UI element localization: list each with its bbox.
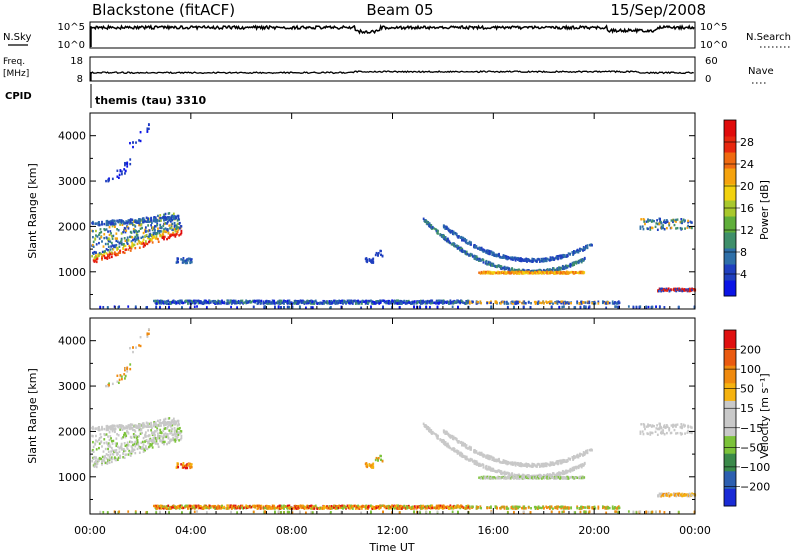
colorbar-tick-label: 16 (740, 202, 754, 215)
freq-tick-bottom: 8 (77, 74, 83, 85)
colorbar-segment (724, 264, 736, 281)
x-tick-label: 16:00 (477, 524, 509, 537)
x-tick-label: 00:00 (74, 524, 106, 537)
freq-label-line2: [MHz] (3, 69, 29, 79)
colorbar-segment (724, 348, 736, 366)
nsky-tick-bottom: 10^0 (58, 40, 85, 51)
freq-tick-top: 18 (70, 56, 83, 67)
colorbar-segment (724, 168, 736, 185)
time-x-axis: 00:00 04:00 08:00 12:00 16:00 20:00 00:00 (74, 113, 711, 537)
colorbar-segment (724, 152, 736, 169)
x-tick-label: 20:00 (578, 524, 610, 537)
colorbar-tick-label: 50 (740, 383, 754, 396)
nave-tick-top: 60 (705, 56, 718, 67)
velocity-y-axis: 4000 3000 2000 1000 (58, 318, 695, 499)
colorbar-tick-label: 20 (740, 180, 754, 193)
y-tick-label: 2000 (58, 425, 86, 438)
colorbar-segment (724, 418, 736, 436)
colorbar-segment (724, 400, 736, 418)
colorbar-tick-label: 15 (740, 402, 754, 415)
power-y-label: Slant Range [km] (26, 163, 39, 259)
colorbar-tick-label: 24 (740, 158, 754, 171)
station-title: Blackstone (fitACF) (92, 1, 235, 19)
colorbar-segment (724, 232, 736, 249)
freq-panel-frame (90, 57, 695, 81)
nsky-tick-top: 10^5 (58, 22, 85, 33)
nave-tick-bottom: 0 (705, 74, 711, 85)
x-tick-label: 04:00 (175, 524, 207, 537)
y-tick-label: 3000 (58, 175, 86, 188)
freq-label-line1: Freq. (3, 57, 25, 67)
x-tick-label: 08:00 (276, 524, 308, 537)
colorbar-segment (724, 120, 736, 137)
velocity-colorbar-label: Velocity [m s⁻¹] (758, 373, 771, 458)
date-title: 15/Sep/2008 (610, 1, 706, 19)
nsearch-tick-bottom: 10^0 (700, 40, 727, 51)
cpid-value: themis (tau) 3310 (95, 94, 207, 107)
y-tick-label: 2000 (58, 220, 86, 233)
cpid-label: CPID (5, 91, 32, 102)
colorbar-tick-label: 200 (740, 344, 761, 357)
power-colorbar: 28 24 20 16 12 8 4 (724, 120, 754, 297)
y-tick-label: 4000 (58, 335, 86, 348)
colorbar-segment (724, 330, 736, 348)
y-tick-label: 4000 (58, 130, 86, 143)
colorbar-segment (724, 184, 736, 201)
nsky-trace (91, 26, 694, 47)
velocity-scatter (91, 328, 696, 514)
y-tick-label: 1000 (58, 266, 86, 279)
colorbar-segment (724, 365, 736, 383)
velocity-panel-frame (90, 318, 695, 514)
colorbar-tick-label: 28 (740, 136, 754, 149)
power-panel-frame (90, 113, 695, 309)
colorbar-tick-label: 12 (740, 224, 754, 237)
colorbar-tick-label: −200 (740, 480, 770, 493)
colorbar-tick-label: −100 (740, 461, 770, 474)
colorbar-segment (724, 383, 736, 401)
nave-label: Nave (748, 66, 774, 77)
nsearch-tick-top: 10^5 (700, 22, 727, 33)
x-tick-label: 00:00 (679, 524, 711, 537)
y-tick-label: 3000 (58, 380, 86, 393)
colorbar-segment (724, 453, 736, 471)
nsky-label: N.Sky (3, 32, 31, 43)
x-tick-label: 12:00 (377, 524, 409, 537)
colorbar-segment (724, 436, 736, 454)
x-axis-label: Time UT (368, 541, 414, 554)
colorbar-segment (724, 280, 736, 297)
colorbar-segment (724, 248, 736, 265)
power-scatter (91, 123, 696, 309)
freq-trace (91, 71, 694, 81)
colorbar-tick-label: 4 (740, 268, 747, 281)
power-colorbar-label: Power [dB] (758, 180, 771, 240)
nsearch-label: N.Search (746, 32, 791, 43)
colorbar-segment (724, 136, 736, 153)
beam-title: Beam 05 (366, 1, 433, 19)
velocity-y-label: Slant Range [km] (26, 368, 39, 464)
colorbar-tick-label: 8 (740, 246, 747, 259)
colorbar-segment (724, 488, 736, 506)
y-tick-label: 1000 (58, 471, 86, 484)
power-y-axis: 4000 3000 2000 1000 (58, 113, 695, 294)
